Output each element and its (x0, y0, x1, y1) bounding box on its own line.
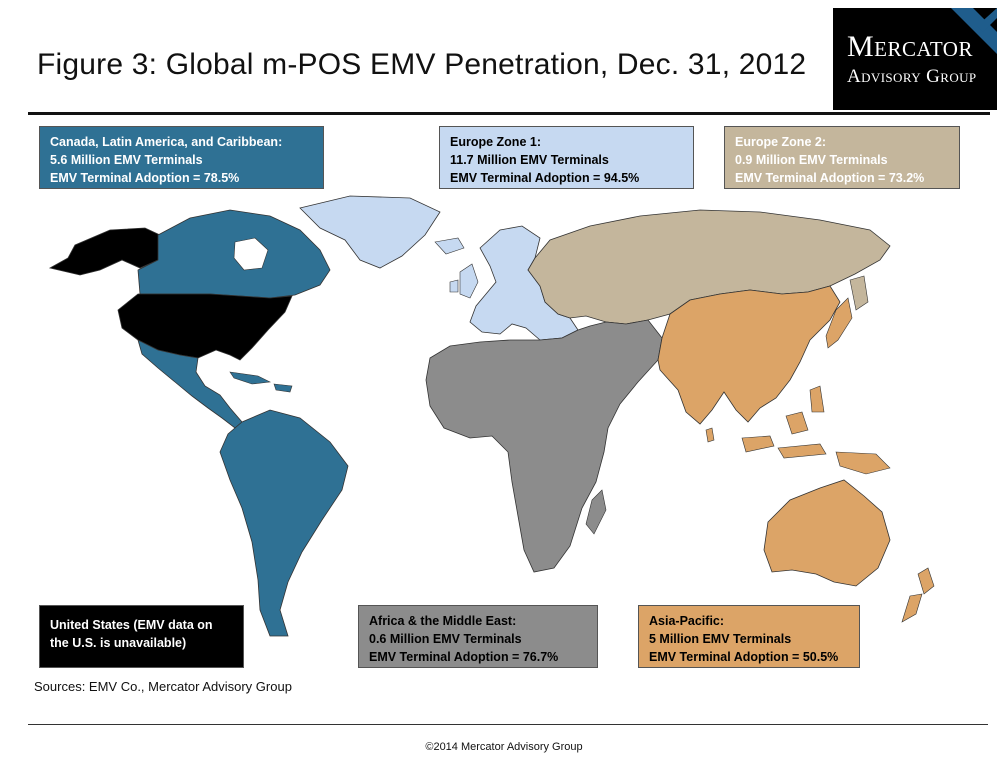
united-states-line2: the U.S. is unavailable) (50, 636, 187, 650)
africa-middle-east-box: Africa & the Middle East: 0.6 Million EM… (358, 605, 598, 668)
europe-zone-2-line3: EMV Terminal Adoption = 73.2% (735, 171, 925, 185)
united-states-box: United States (EMV data on the U.S. is u… (39, 605, 244, 668)
australia-region (763, 479, 891, 587)
alaska-region (48, 227, 161, 276)
south-america-region (219, 409, 349, 637)
logo-x-mark-icon (951, 8, 997, 54)
europe-zone-2-box: Europe Zone 2: 0.9 Million EMV Terminals… (724, 126, 960, 189)
canada-latam-line1: Canada, Latin America, and Caribbean: (50, 135, 283, 149)
united-states-line1: United States (EMV data on (50, 618, 213, 632)
logo-line-1: Mercator (847, 30, 973, 63)
greenland-region (299, 195, 441, 269)
asia-pacific-line2: 5 Million EMV Terminals (649, 632, 792, 646)
europe-zone-2-line1: Europe Zone 2: (735, 135, 826, 149)
copyright-footer: ©2014 Mercator Advisory Group (425, 741, 583, 753)
canada-latam-line2: 5.6 Million EMV Terminals (50, 153, 203, 167)
sources-note: Sources: EMV Co., Mercator Advisory Grou… (34, 679, 292, 694)
africa-middle-east-region (425, 319, 663, 573)
asia-pacific-line3: EMV Terminal Adoption = 50.5% (649, 650, 839, 664)
asia-pacific-region (657, 285, 841, 425)
africa-middle-east-line3: EMV Terminal Adoption = 76.7% (369, 650, 559, 664)
canada-latam-line3: EMV Terminal Adoption = 78.5% (50, 171, 240, 185)
asia-pacific-box: Asia-Pacific: 5 Million EMV Terminals EM… (638, 605, 860, 668)
footer-divider (28, 724, 988, 725)
logo-line-2: Advisory Group (847, 66, 977, 87)
canada-latam-box: Canada, Latin America, and Caribbean: 5.… (39, 126, 324, 189)
asia-pacific-line1: Asia-Pacific: (649, 614, 725, 628)
mercator-logo: Mercator Advisory Group (833, 8, 997, 110)
europe-zone-2-line2: 0.9 Million EMV Terminals (735, 153, 888, 167)
africa-middle-east-line1: Africa & the Middle East: (369, 614, 517, 628)
title-divider (28, 112, 990, 115)
world-map (48, 195, 935, 637)
europe-zone-1-line2: 11.7 Million EMV Terminals (450, 153, 609, 167)
europe-zone-1-line1: Europe Zone 1: (450, 135, 541, 149)
europe-zone-1-box: Europe Zone 1: 11.7 Million EMV Terminal… (439, 126, 694, 189)
page-title: Figure 3: Global m-POS EMV Penetration, … (37, 48, 807, 81)
africa-middle-east-line2: 0.6 Million EMV Terminals (369, 632, 522, 646)
europe-zone-1-line3: EMV Terminal Adoption = 94.5% (450, 171, 640, 185)
